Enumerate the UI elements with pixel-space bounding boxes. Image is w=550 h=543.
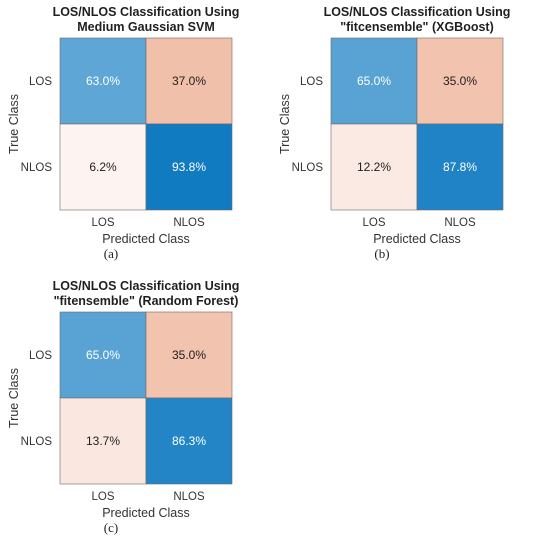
chart-title-line: "fitensemble" (Random Forest)	[54, 294, 239, 308]
x-tick-label: NLOS	[173, 491, 205, 503]
y-tick-label: LOS	[29, 76, 52, 88]
panel-label: (c)	[104, 520, 118, 535]
cell-value-label: 65.0%	[86, 348, 120, 362]
x-axis-label: Predicted Class	[102, 232, 190, 246]
matrix-cell-correct	[145, 397, 233, 485]
cell-value-label: 35.0%	[172, 348, 206, 362]
x-tick-label: NLOS	[173, 217, 205, 229]
confusion-matrix-panel-b: LOS/NLOS Classification Using"fitcensemb…	[278, 5, 510, 261]
cell-value-label: 63.0%	[86, 74, 120, 88]
cell-value-label: 93.8%	[172, 160, 206, 174]
y-tick-label: NLOS	[292, 162, 324, 174]
matrix-cell-error	[330, 123, 418, 211]
matrix-cell-correct	[59, 37, 147, 125]
x-tick-label: LOS	[91, 217, 114, 229]
y-tick-label: NLOS	[21, 436, 53, 448]
cell-value-label: 87.8%	[443, 160, 477, 174]
y-tick-label: LOS	[300, 76, 323, 88]
x-tick-label: LOS	[362, 217, 385, 229]
chart-title-line: LOS/NLOS Classification Using	[53, 5, 240, 19]
matrix-cell-error	[145, 311, 233, 399]
cell-value-label: 6.2%	[89, 160, 117, 174]
matrix-cell-correct	[145, 123, 233, 211]
chart-title-line: LOS/NLOS Classification Using	[53, 279, 240, 293]
x-tick-label: NLOS	[444, 217, 476, 229]
cell-value-label: 37.0%	[172, 74, 206, 88]
panel-label: (a)	[104, 246, 118, 261]
y-axis-label: True Class	[7, 94, 21, 154]
matrix-cell-error	[59, 123, 147, 211]
cell-value-label: 13.7%	[86, 434, 120, 448]
chart-title-line: LOS/NLOS Classification Using	[324, 5, 511, 19]
x-tick-label: LOS	[91, 491, 114, 503]
matrix-cell-correct	[416, 123, 504, 211]
x-axis-label: Predicted Class	[102, 506, 190, 520]
y-tick-label: LOS	[29, 350, 52, 362]
cell-value-label: 12.2%	[357, 160, 391, 174]
y-axis-label: True Class	[7, 368, 21, 428]
chart-title-line: "fitcensemble" (XGBoost)	[340, 20, 494, 34]
cell-value-label: 86.3%	[172, 434, 206, 448]
confusion-matrix-panel-c: LOS/NLOS Classification Using"fitensembl…	[7, 279, 239, 535]
y-tick-label: NLOS	[21, 162, 53, 174]
matrix-cell-correct	[330, 37, 418, 125]
x-axis-label: Predicted Class	[373, 232, 461, 246]
panel-label: (b)	[374, 246, 389, 261]
cell-value-label: 35.0%	[443, 74, 477, 88]
matrix-cell-error	[145, 37, 233, 125]
y-axis-label: True Class	[278, 94, 292, 154]
chart-title-line: Medium Gaussian SVM	[77, 20, 215, 34]
cell-value-label: 65.0%	[357, 74, 391, 88]
matrix-cell-error	[416, 37, 504, 125]
